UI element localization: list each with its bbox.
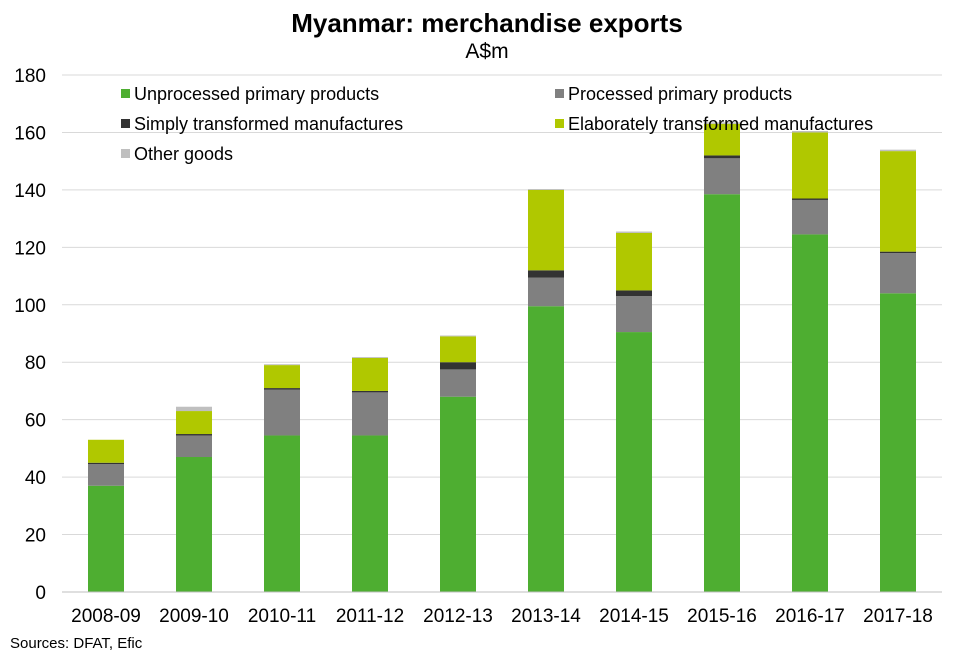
bar-segment	[616, 232, 652, 291]
legend-swatch	[555, 119, 564, 128]
bar-segment	[704, 158, 740, 195]
bar-segment	[528, 277, 564, 307]
bar-segment	[440, 396, 476, 592]
bar-segment	[440, 336, 476, 363]
legend-swatch	[121, 149, 130, 158]
bar-segment	[440, 362, 476, 370]
bar-segment	[880, 149, 916, 152]
x-axis-ticks: 2008-09 2009-10 2010-11 2011-12 2012-13 2013-…	[71, 606, 933, 627]
y-tick-label: 80	[25, 353, 46, 374]
bar-segment	[792, 198, 828, 200]
bar-segment	[616, 231, 652, 233]
x-tick-label: 2017-18	[863, 606, 933, 627]
y-tick-label: 100	[14, 296, 46, 317]
bar-segment	[352, 392, 388, 436]
y-tick-label: 160	[14, 123, 46, 144]
bar-segment	[704, 123, 740, 156]
y-tick-label: 20	[25, 526, 46, 547]
bar-segment	[528, 306, 564, 592]
x-tick-label: 2008-09	[71, 606, 141, 627]
chart-subtitle: A$m	[465, 40, 508, 63]
bar-segment	[880, 293, 916, 592]
bar-segment	[88, 439, 124, 463]
source-note: Sources: DFAT, Efic	[10, 635, 143, 652]
bar-segment	[704, 194, 740, 593]
legend-label: Unprocessed primary products	[134, 84, 379, 104]
bar-segment	[352, 435, 388, 592]
bar-segment	[264, 389, 300, 436]
bar-segment	[616, 296, 652, 333]
x-tick-label: 2012-13	[423, 606, 493, 627]
bar-segment	[352, 357, 388, 358]
bar-segment	[264, 388, 300, 390]
y-tick-label: 60	[25, 411, 46, 432]
bar-segment	[88, 462, 124, 465]
bar-segment	[440, 335, 476, 337]
bar-segment	[792, 132, 828, 199]
x-tick-label: 2014-15	[599, 606, 669, 627]
bar-segment	[176, 411, 212, 435]
legend-label: Other goods	[134, 144, 233, 164]
legend-swatch	[121, 89, 130, 98]
bar-segment	[704, 155, 740, 159]
bar-segment	[176, 434, 212, 436]
bar-segment	[88, 464, 124, 486]
y-tick-label: 180	[14, 66, 46, 87]
x-tick-label: 2009-10	[159, 606, 229, 627]
bar-segment	[792, 234, 828, 593]
bar-segment	[440, 369, 476, 397]
bar-segment	[704, 122, 740, 124]
legend-swatch	[555, 89, 564, 98]
bar-segment	[528, 189, 564, 271]
bar-segment	[880, 253, 916, 294]
bar-segment	[792, 199, 828, 235]
bar-segment	[264, 364, 300, 366]
bar-segment	[176, 457, 212, 592]
bar-segment	[176, 435, 212, 458]
y-axis-ticks: 0 20 40 60 80 100 120 140 160 180	[14, 66, 46, 604]
chart-title: Myanmar: merchandise exports	[291, 8, 683, 38]
legend-label: Elaborately transformed manufactures	[568, 114, 873, 134]
bar-segment	[792, 131, 828, 133]
bar-segment	[176, 406, 212, 412]
legend-label: Processed primary products	[568, 84, 792, 104]
bar-segment	[528, 189, 564, 190]
bar-segment	[352, 390, 388, 393]
bar-segment	[264, 435, 300, 592]
bar-segment	[352, 357, 388, 391]
x-tick-label: 2013-14	[511, 606, 581, 627]
x-tick-label: 2016-17	[775, 606, 845, 627]
bar-segment	[880, 151, 916, 252]
bar-segment	[616, 332, 652, 592]
x-tick-label: 2015-16	[687, 606, 757, 627]
legend-swatch	[121, 119, 130, 128]
bar-segment	[880, 251, 916, 254]
bar-segment	[528, 270, 564, 278]
x-tick-label: 2011-12	[336, 606, 404, 627]
legend: Unprocessed primary products Processed pr…	[121, 84, 873, 164]
bars	[88, 122, 916, 593]
legend-label: Simply transformed manufactures	[134, 114, 403, 134]
bar-segment	[88, 485, 124, 592]
y-tick-label: 0	[35, 583, 46, 604]
y-tick-label: 140	[14, 181, 46, 202]
x-tick-label: 2010-11	[248, 606, 316, 627]
y-tick-label: 120	[14, 238, 46, 259]
bar-segment	[264, 365, 300, 389]
y-tick-label: 40	[25, 468, 46, 489]
bar-segment	[616, 290, 652, 297]
